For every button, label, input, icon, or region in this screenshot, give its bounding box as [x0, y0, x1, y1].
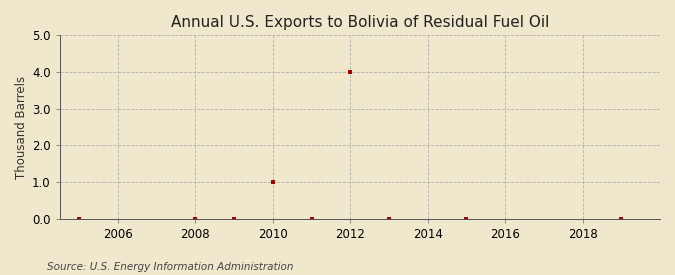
Title: Annual U.S. Exports to Bolivia of Residual Fuel Oil: Annual U.S. Exports to Bolivia of Residu… — [171, 15, 549, 30]
Text: Source: U.S. Energy Information Administration: Source: U.S. Energy Information Administ… — [47, 262, 294, 272]
Y-axis label: Thousand Barrels: Thousand Barrels — [15, 75, 28, 178]
